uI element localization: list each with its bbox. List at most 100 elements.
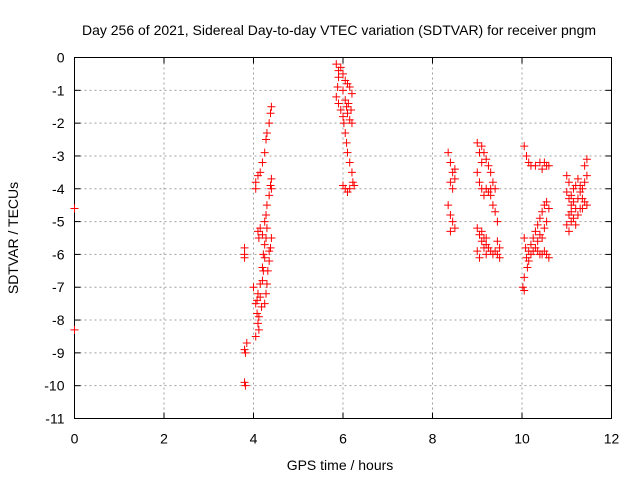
data-point [265,191,274,200]
data-point [267,174,276,183]
data-point [258,158,267,167]
data-point [334,99,343,108]
data-point [332,60,341,69]
data-point [242,339,251,348]
data-point [542,217,551,226]
data-point [262,128,271,137]
data-point [484,188,493,197]
data-point [345,83,354,92]
data-points [70,60,591,390]
data-point [70,204,79,213]
data-point [339,69,347,78]
data-point [342,102,351,111]
data-point [256,224,265,233]
data-point [564,178,573,187]
data-point [347,168,356,177]
data-point [540,224,549,233]
data-point [345,158,354,167]
x-tick-label: 10 [514,431,530,447]
data-point [571,220,580,229]
data-point [263,266,272,275]
plot-frame [74,57,612,419]
x-tick-label: 6 [339,431,347,447]
data-point [533,237,542,246]
x-tick-label: 8 [429,431,437,447]
data-point [265,247,274,256]
x-tick-label: 12 [604,431,620,447]
data-point [251,184,260,193]
y-tick-label: -3 [52,148,65,164]
x-tick-label: 4 [250,431,258,447]
chart-title: Day 256 of 2021, Sidereal Day-to-day VTE… [82,22,596,38]
data-point [482,155,491,164]
data-point [573,211,582,220]
y-tick-label: -8 [52,312,65,328]
data-point [260,240,269,249]
data-point [262,135,271,144]
data-point [477,158,486,167]
data-point [544,204,553,213]
data-point [253,309,262,318]
data-point [475,178,484,187]
data-point [531,227,540,236]
data-point [520,273,529,282]
data-point [256,168,265,177]
data-point [493,217,502,226]
data-point [260,217,269,226]
data-point [582,155,591,164]
data-point [344,99,353,108]
data-point [473,168,482,177]
data-point [524,256,533,265]
data-point [484,161,493,170]
y-tick-label: -10 [44,378,64,394]
data-point [70,325,79,334]
data-point [573,174,582,183]
data-point [347,106,356,115]
data-point [450,224,459,233]
data-point [254,312,263,321]
data-point [569,184,578,193]
data-point [533,220,542,229]
data-point [567,207,576,216]
data-point [254,325,263,334]
data-point [267,234,276,242]
data-point [444,148,453,157]
data-point [343,148,352,157]
data-point [582,201,591,210]
data-point [580,178,589,187]
data-point [475,253,484,262]
data-point [332,92,341,101]
data-point [253,319,262,328]
data-point [448,217,457,226]
data-point [258,230,267,239]
data-point [529,234,538,242]
data-point [444,201,453,210]
data-point [544,253,553,262]
data-point [535,214,544,223]
data-point [256,279,265,288]
data-point [520,142,529,151]
data-point [251,332,260,341]
data-point [491,207,500,216]
data-point [477,142,486,151]
y-tick-label: -9 [52,345,65,361]
data-point [342,138,351,147]
data-point [482,250,491,259]
data-point [569,214,578,223]
data-point [493,237,502,246]
data-point [266,109,275,118]
data-point [479,148,488,157]
data-point [526,240,535,249]
data-point [265,119,274,128]
data-point [523,263,532,272]
data-point [260,148,269,157]
data-point [488,178,497,187]
data-point [336,63,345,72]
y-tick-label: -1 [52,82,65,98]
data-point [240,378,249,387]
data-point [347,89,356,98]
data-point [473,224,482,233]
data-point [564,227,573,236]
data-point [448,184,457,193]
